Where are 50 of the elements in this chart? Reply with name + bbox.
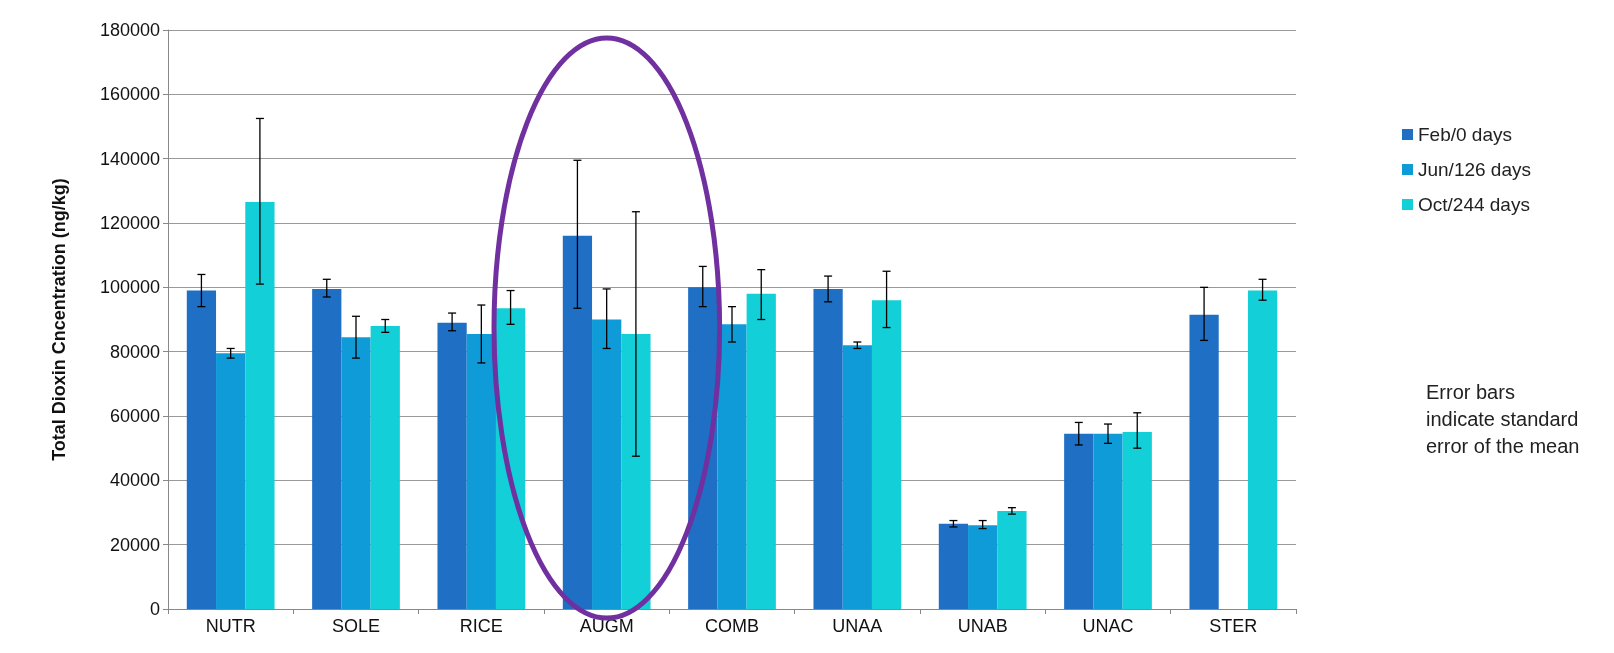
bar [997, 510, 1027, 609]
y-tick-label: 20000 [109, 534, 160, 555]
bar [1064, 433, 1094, 609]
bar [688, 287, 718, 609]
bar [968, 525, 998, 609]
x-tick-label: COMB [705, 616, 759, 636]
bar [871, 300, 902, 609]
bar [312, 288, 342, 609]
x-tick-label: UNAC [1082, 616, 1134, 636]
text: Error bars indicate standard error of the mean [1426, 380, 1584, 457]
y-tick-label: 140000 [99, 148, 160, 169]
bar [938, 523, 969, 609]
y-tick-label: 80000 [109, 341, 160, 362]
x-tick-label: STER [1209, 616, 1258, 636]
bar [746, 293, 776, 609]
y-tick-label: 60000 [109, 406, 160, 426]
y-tick-label: 0 [149, 599, 160, 619]
y-tick-label: 160000 [99, 84, 160, 105]
bar [1093, 433, 1123, 609]
bar [216, 353, 246, 609]
bar [466, 333, 496, 609]
bar [186, 290, 217, 609]
bar [717, 324, 747, 609]
x-tick-label: RICE [459, 616, 503, 636]
y-tick-label: 180000 [99, 20, 160, 40]
bar [1189, 314, 1219, 609]
bar [1122, 432, 1152, 609]
x-tick-label: AUGM [579, 616, 634, 636]
bar [437, 322, 467, 609]
legend-label: Jun/126 days [1417, 159, 1532, 180]
y-tick-label: 40000 [109, 470, 160, 491]
bar [341, 337, 371, 609]
bar [842, 345, 872, 609]
bar [621, 333, 651, 609]
bar [370, 325, 400, 609]
bar [495, 308, 526, 609]
bar [245, 202, 275, 609]
y-axis-title: Total Dioxin Cncentration (ng/kg) [49, 178, 69, 461]
bar [1247, 290, 1278, 609]
y-tick-label: 100000 [99, 277, 160, 298]
x-tick-label: SOLE [331, 616, 381, 636]
bar [562, 235, 593, 609]
legend-label: Oct/244 days [1417, 194, 1530, 215]
bar [813, 288, 843, 609]
y-tick-label: 120000 [99, 213, 160, 233]
bar [592, 319, 622, 609]
legend-label: Feb/0 days [1417, 124, 1512, 145]
x-tick-label: UNAB [957, 616, 1008, 636]
x-tick-label: NUTR [205, 616, 256, 636]
x-tick-label: UNAA [832, 616, 883, 636]
